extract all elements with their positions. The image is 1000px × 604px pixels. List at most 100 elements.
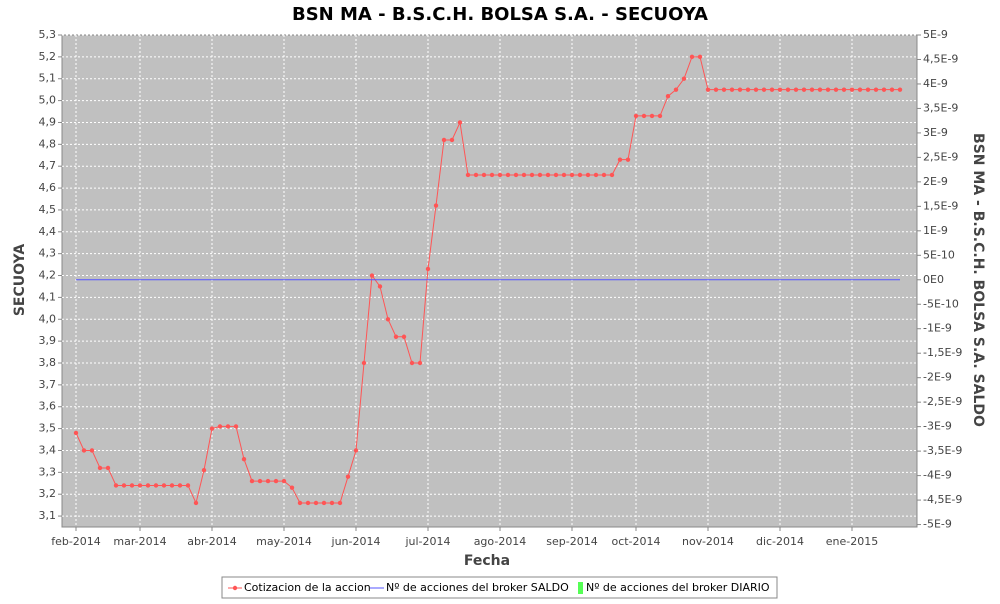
point	[217, 424, 223, 429]
x-tick-label: jun-2014	[331, 535, 381, 548]
point	[289, 485, 295, 490]
x-tick-label: nov-2014	[682, 535, 734, 548]
point	[473, 172, 479, 178]
y2-tick-label: -2E-9	[923, 371, 952, 384]
point	[785, 87, 791, 92]
point	[497, 172, 503, 178]
y-tick-label: 3,8	[39, 356, 57, 369]
point	[777, 87, 783, 92]
point	[761, 87, 767, 92]
y2-tick-label: -1E-9	[923, 322, 952, 335]
point	[729, 87, 735, 92]
x-tick-label: may-2014	[256, 535, 312, 548]
point	[833, 87, 839, 92]
legend-swatch	[232, 585, 238, 591]
y2-tick-label: -4E-9	[923, 469, 952, 482]
point	[825, 87, 831, 92]
y2-tick-label: 1E-9	[923, 224, 948, 237]
point	[873, 87, 879, 92]
point	[641, 113, 647, 119]
point	[449, 137, 455, 143]
point	[249, 478, 255, 484]
point	[897, 87, 903, 92]
point	[337, 500, 343, 506]
point	[817, 87, 823, 92]
point	[281, 478, 287, 484]
point	[881, 87, 887, 92]
point	[73, 430, 79, 436]
point	[657, 113, 663, 119]
y-tick-label: 3,5	[39, 422, 57, 435]
point	[585, 172, 591, 178]
point	[425, 266, 431, 272]
point	[121, 483, 127, 488]
legend-swatch	[578, 582, 583, 594]
point	[465, 172, 471, 178]
x-tick-label: dic-2014	[756, 535, 804, 548]
point	[233, 424, 239, 429]
point	[849, 87, 855, 92]
point	[609, 172, 615, 178]
legend-label: Cotizacion de la accion	[244, 581, 371, 594]
point	[689, 54, 695, 60]
point	[561, 172, 567, 178]
point	[545, 172, 551, 178]
point	[769, 87, 775, 92]
y2-tick-label: -1,5E-9	[923, 346, 962, 359]
point	[481, 172, 487, 178]
point	[745, 87, 751, 92]
y2-tick-label: -3,5E-9	[923, 444, 962, 457]
point	[665, 94, 671, 99]
plot-area	[61, 34, 918, 528]
y-tick-label: 3,7	[39, 378, 57, 391]
point	[345, 474, 351, 479]
point	[241, 457, 247, 462]
point	[401, 334, 407, 339]
y2-tick-label: 5E-9	[923, 28, 948, 41]
y-tick-label: 3,3	[39, 465, 57, 478]
x-tick-label: sep-2014	[546, 535, 597, 548]
point	[433, 203, 439, 208]
point	[193, 500, 199, 506]
y-tick-label: 4,2	[39, 269, 57, 282]
y2-tick-label: 0E0	[923, 273, 944, 286]
point	[553, 172, 559, 178]
point	[137, 483, 143, 488]
x-tick-label: ene-2015	[826, 535, 878, 548]
point	[865, 87, 871, 92]
point	[257, 478, 263, 484]
point	[353, 448, 359, 453]
point	[97, 465, 103, 471]
x-tick-label: ago-2014	[474, 535, 527, 548]
y2-tick-label: -5E-10	[923, 297, 959, 310]
y-tick-label: 3,2	[39, 487, 57, 500]
x-tick-label: mar-2014	[113, 535, 166, 548]
point	[593, 172, 599, 178]
point	[577, 172, 583, 178]
point	[737, 87, 743, 92]
point	[649, 113, 655, 119]
legend-label: Nº de acciones del broker DIARIO	[586, 581, 770, 594]
point	[153, 483, 159, 488]
point	[841, 87, 847, 92]
point	[297, 500, 303, 506]
point	[753, 87, 759, 92]
point	[809, 87, 815, 92]
y-tick-label: 5,3	[39, 28, 57, 41]
point	[489, 172, 495, 178]
y-axis-label: SECUOYA	[12, 244, 28, 316]
point	[601, 172, 607, 178]
y-tick-label: 4,1	[39, 290, 57, 303]
point	[129, 483, 135, 488]
y-tick-label: 4,8	[39, 137, 57, 150]
point	[169, 483, 175, 488]
y2-tick-label: -2,5E-9	[923, 395, 962, 408]
y-tick-label: 4,7	[39, 159, 57, 172]
y2-tick-label: 4,5E-9	[923, 52, 958, 65]
point	[697, 54, 703, 60]
chart-title: BSN MA - B.S.C.H. BOLSA S.A. - SECUOYA	[292, 4, 708, 25]
point	[321, 500, 327, 506]
y-tick-label: 4,6	[39, 181, 57, 194]
y2-axis-label: BSN MA - B.S.C.H. BOLSA S.A. SALDO	[970, 133, 986, 427]
y-tick-label: 5,1	[39, 72, 57, 85]
